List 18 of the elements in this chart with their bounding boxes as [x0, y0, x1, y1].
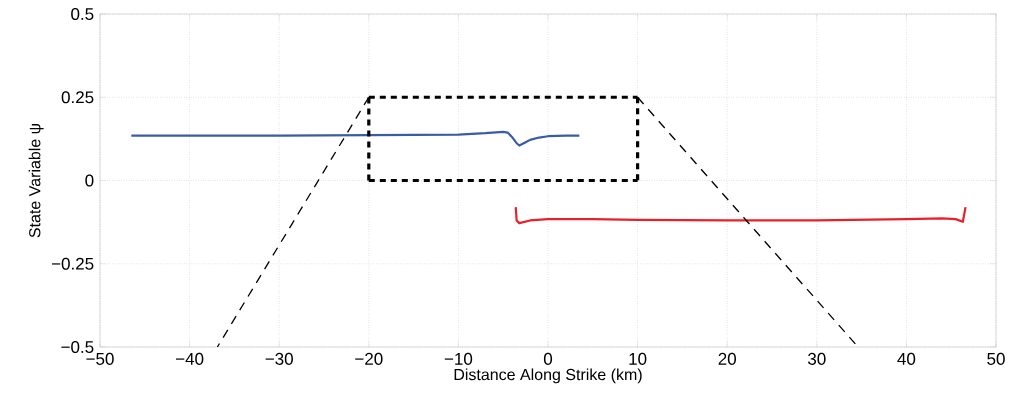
x-tick-label: 20	[718, 352, 736, 365]
y-tick-label: −0.25	[51, 257, 94, 270]
x-tick-label: −30	[265, 352, 293, 365]
x-tick-label: 10	[629, 352, 647, 365]
x-tick-label: −40	[176, 352, 204, 365]
x-tick-label: 0	[543, 352, 553, 365]
x-tick-label: −10	[444, 352, 473, 365]
x-tick-label: 50	[987, 352, 1005, 365]
x-tick-label: 30	[807, 352, 826, 365]
y-tick-label: 0.25	[61, 91, 94, 104]
y-tick-label: 0	[85, 174, 94, 187]
y-tick-label: 0.5	[71, 7, 94, 21]
y-tick-label: −0.5	[61, 340, 94, 354]
y-axis-title: State Variable ψ	[28, 124, 44, 238]
x-tick-label: 40	[897, 352, 916, 365]
x-tick-label: −20	[355, 352, 383, 365]
x-axis-title: Distance Along Strike (km)	[454, 368, 642, 384]
x-tick-label: −50	[86, 352, 114, 365]
